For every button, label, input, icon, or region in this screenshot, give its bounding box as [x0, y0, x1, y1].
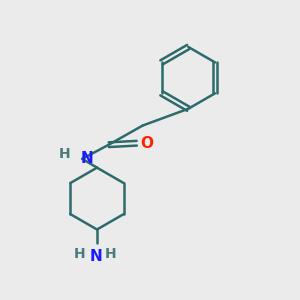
Text: H: H — [74, 247, 86, 261]
Text: O: O — [140, 136, 153, 151]
Text: N: N — [81, 151, 94, 166]
Text: H: H — [59, 147, 70, 161]
Text: N: N — [89, 249, 102, 264]
Text: H: H — [105, 247, 117, 261]
